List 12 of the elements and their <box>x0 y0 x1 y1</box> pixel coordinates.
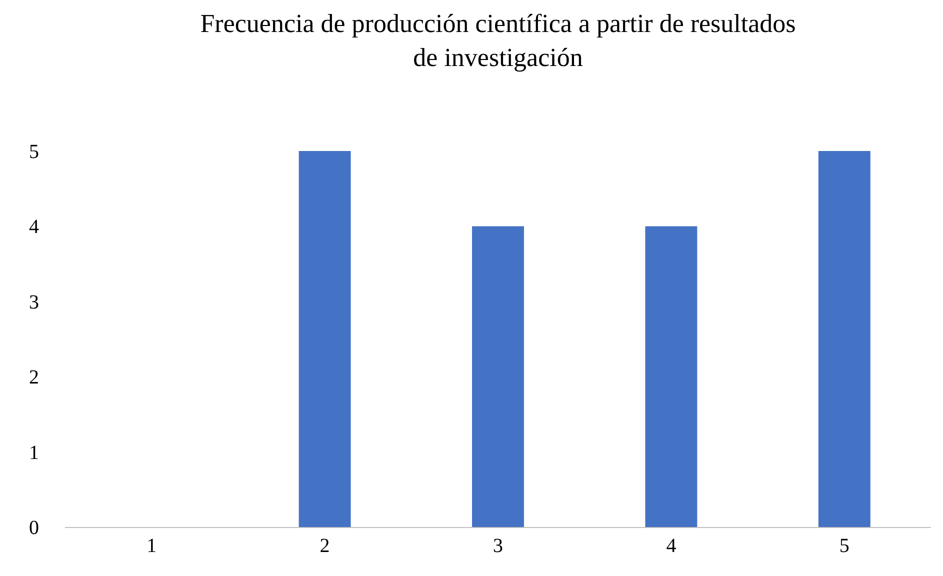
y-tick-label: 2 <box>29 366 39 389</box>
x-tick-label: 2 <box>320 535 330 557</box>
y-tick-label: 0 <box>29 517 39 539</box>
x-tick-label: 5 <box>839 535 850 557</box>
chart-title: Frecuencia de producción científica a partir de resultados de investigación <box>200 9 796 72</box>
y-tick-label: 5 <box>29 141 39 163</box>
x-tick-label: 4 <box>666 535 676 557</box>
y-tick-label: 3 <box>29 291 39 314</box>
x-tick-label: 1 <box>146 535 157 557</box>
y-tick-label: 1 <box>29 442 39 464</box>
x-tick-label: 3 <box>493 535 503 557</box>
y-tick-label: 4 <box>29 216 39 238</box>
